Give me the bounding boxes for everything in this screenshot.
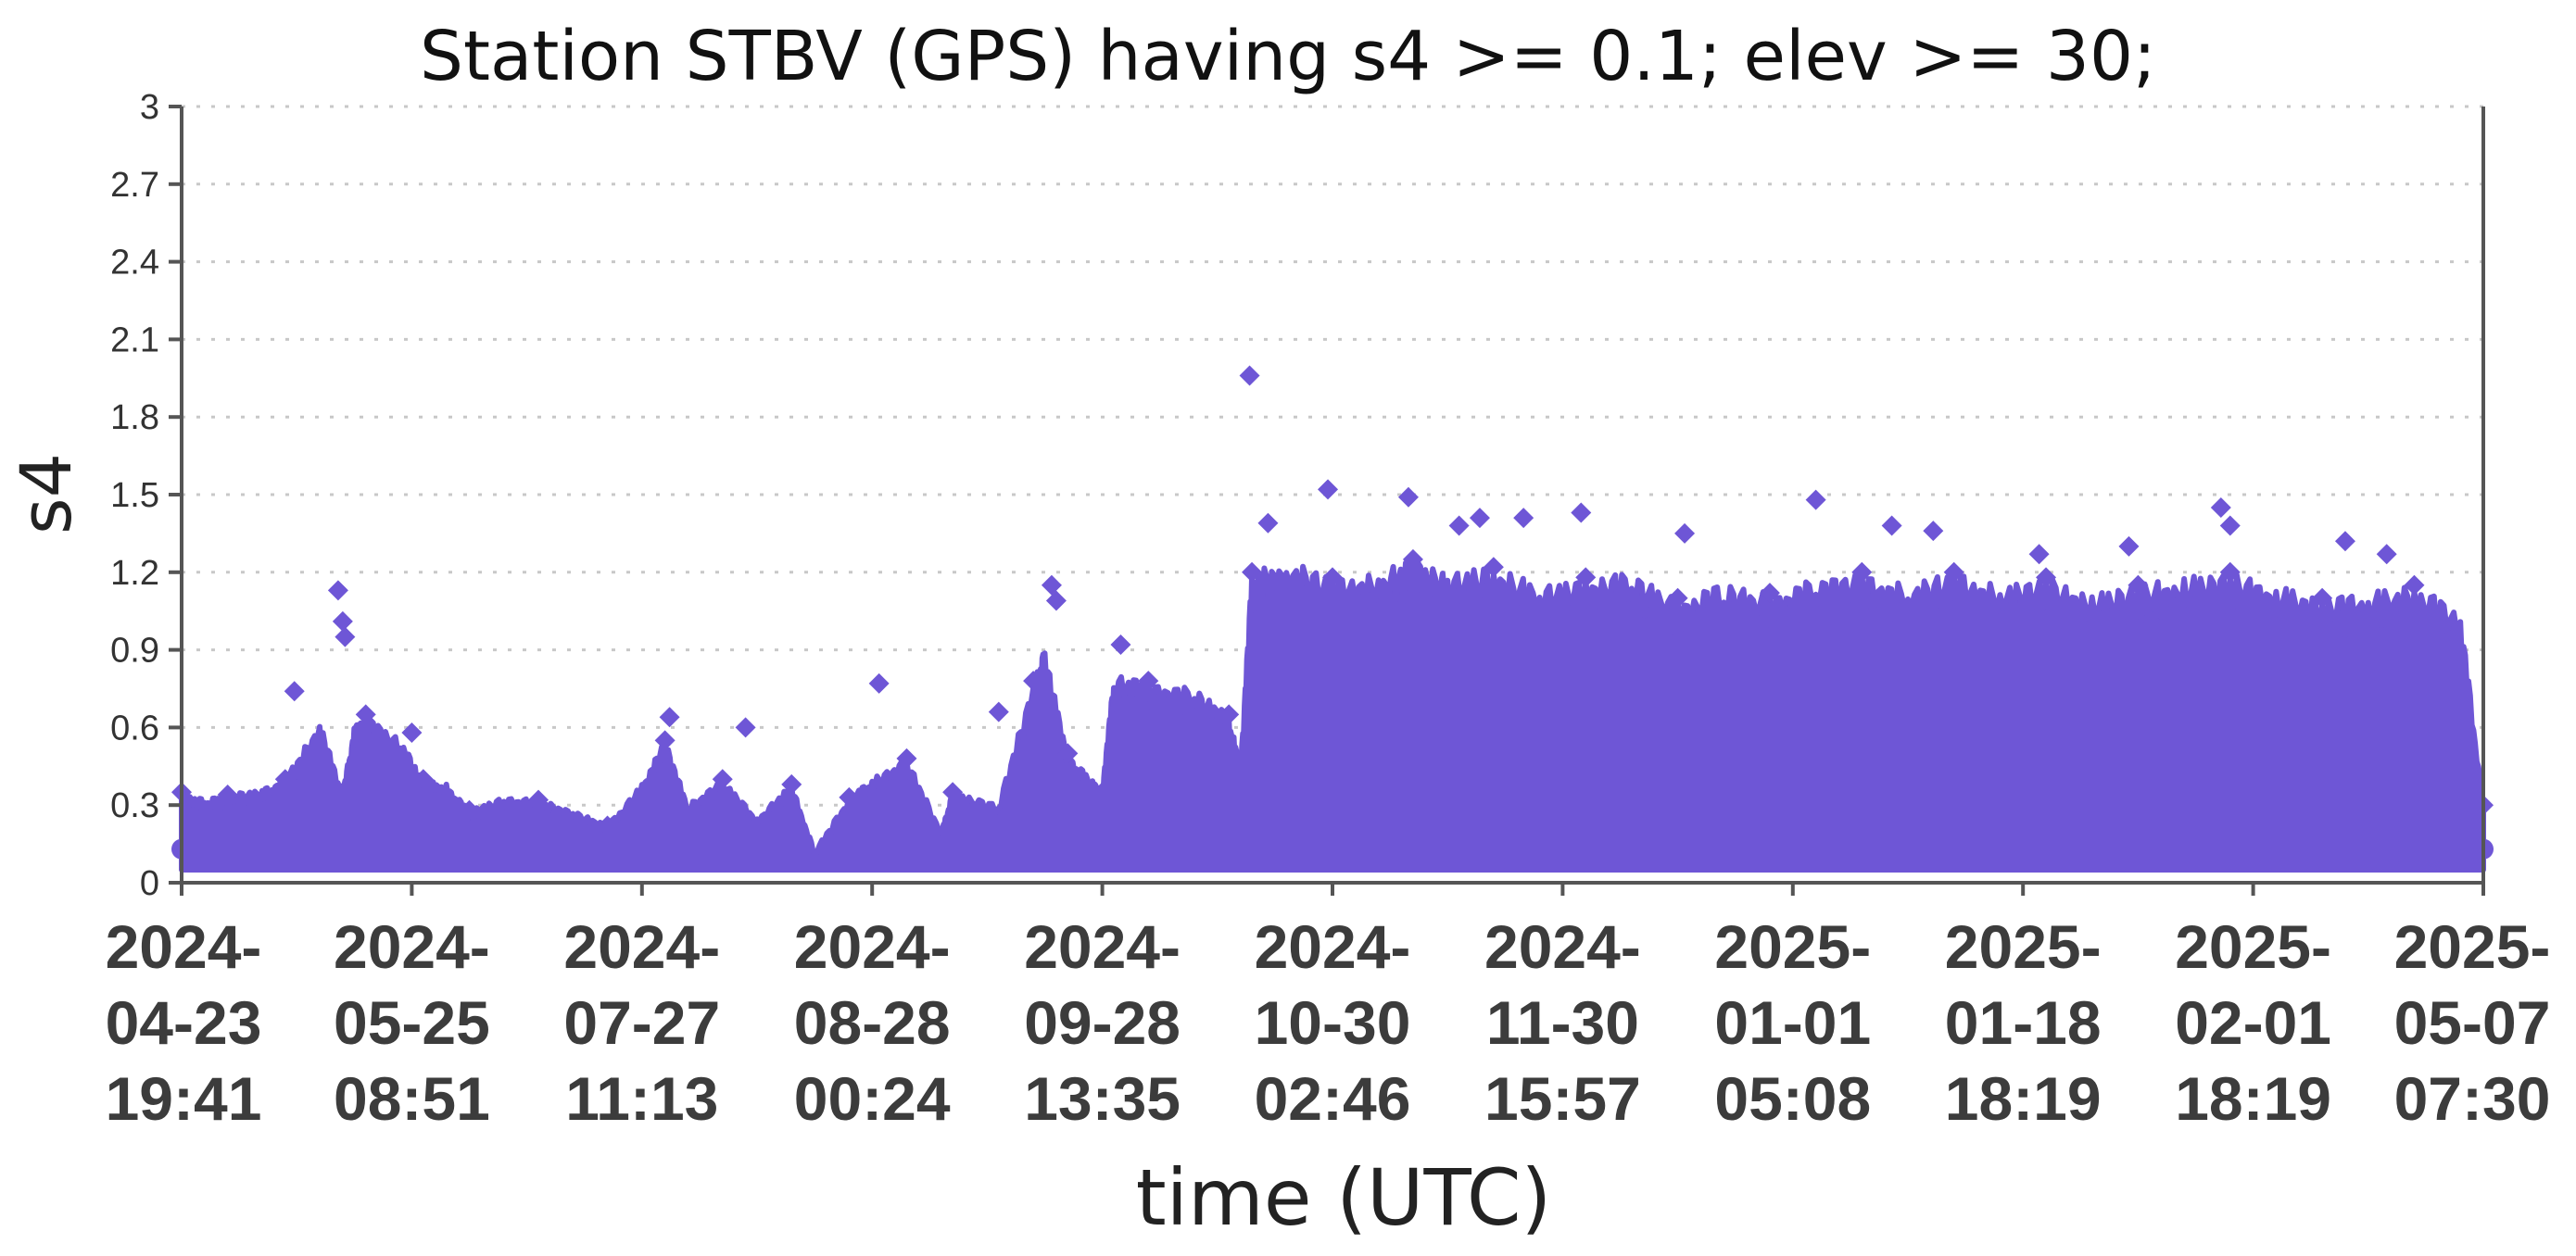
data-point-outlier	[1110, 634, 1131, 656]
x-tick-label: 2024-09-28 13:35	[1024, 912, 1181, 1133]
data-point	[2219, 561, 2241, 583]
x-tick-label: 2024-11-30 15:57	[1484, 912, 1641, 1133]
data-point	[2036, 567, 2057, 588]
data-point-outlier	[1513, 508, 1534, 529]
data-point	[1057, 743, 1079, 764]
y-tick-label: 0.3	[110, 786, 159, 825]
data-point	[1851, 561, 1873, 583]
data-point	[942, 782, 964, 803]
data-point	[1092, 782, 1113, 803]
data-point-outlier	[1397, 486, 1419, 508]
y-tick-label: 2.7	[110, 166, 159, 205]
y-tick-label: 2.4	[110, 244, 159, 283]
y-axis-ticks: 0 0.3 0.6 0.9 1.2 1.5 1.8 2.1 2.4 2.7 3	[110, 88, 182, 903]
data-point-outlier	[2334, 531, 2355, 552]
y-tick-label: 1.8	[110, 398, 159, 437]
data-point-outlier	[659, 707, 680, 728]
data-point	[597, 815, 618, 836]
y-tick-label: 0	[140, 864, 159, 903]
data-point-outlier	[2028, 544, 2050, 565]
y-tick-label: 0.6	[110, 709, 159, 747]
data-point	[274, 769, 296, 790]
data-point	[217, 785, 238, 806]
data-point-outlier	[401, 722, 423, 743]
data-point-outlier	[2118, 535, 2140, 557]
y-tick-label: 1.2	[110, 554, 159, 593]
y-tick-label: 3	[140, 88, 159, 127]
y-tick-label: 1.5	[110, 476, 159, 515]
data-point-outlier	[332, 610, 353, 632]
data-point	[2404, 574, 2425, 596]
data-point-outlier	[988, 701, 1009, 722]
y-axis-label: s4	[5, 453, 87, 534]
x-tick-label: 2024-07-27 11:13	[563, 912, 720, 1133]
data-point-outlier	[735, 717, 756, 738]
data-point-outlier	[1923, 521, 1944, 542]
data-point	[1138, 671, 1159, 692]
data-point-outlier	[1041, 574, 1062, 596]
data-point	[1402, 548, 1423, 570]
data-point-outlier	[1571, 502, 1592, 523]
data-point	[1667, 587, 1688, 609]
data-point-cloud	[179, 559, 2486, 873]
data-point	[781, 773, 802, 795]
data-point-outlier	[1239, 365, 1260, 386]
chart-title: Station STBV (GPS) having s4 >= 0.1; ele…	[420, 17, 2156, 96]
data-point-outlier	[2219, 515, 2241, 536]
x-tick-label: 2025-05-07 07:30	[2394, 912, 2551, 1133]
data-point	[412, 769, 434, 790]
data-point-outlier	[1318, 479, 1339, 500]
x-tick-label: 2025-02-01 18:19	[2175, 912, 2331, 1133]
x-tick-label: 2025-01-01 05:08	[1714, 912, 1871, 1133]
x-axis-ticks: 2024-04-23 19:41 2024-05-25 08:51 2024-07-27…	[106, 883, 2551, 1133]
data-point-outlier	[1257, 512, 1279, 534]
data-point	[355, 704, 376, 725]
data-point-outlier	[1805, 489, 1826, 510]
data-point-outlier	[335, 626, 356, 647]
data-point	[1575, 567, 1597, 588]
x-tick-label: 2024-04-23 19:41	[106, 912, 262, 1133]
data-point	[332, 782, 353, 803]
data-point	[528, 789, 549, 810]
data-point	[2128, 574, 2149, 596]
data-point	[459, 799, 480, 821]
data-point-outlier	[1881, 515, 1902, 536]
data-point-outlier	[1674, 522, 1696, 544]
data-point-outlier	[2210, 496, 2231, 518]
data-point	[654, 730, 676, 751]
data-point-outlier	[1045, 590, 1067, 611]
x-axis-label: time (UTC)	[1136, 1152, 1552, 1243]
x-tick-label: 2024-05-25 08:51	[334, 912, 490, 1133]
data-point	[2312, 587, 2333, 609]
data-point	[1023, 671, 1044, 692]
data-point	[896, 747, 917, 769]
data-point-outlier	[327, 580, 348, 601]
x-tick-label: 2024-08-28 00:24	[794, 912, 951, 1133]
data-point	[712, 769, 733, 790]
data-point	[1759, 583, 1780, 604]
data-point-outlier	[284, 681, 305, 702]
data-point	[1483, 557, 1504, 578]
data-points	[171, 365, 2494, 873]
x-tick-label: 2024-10-30 02:46	[1255, 912, 1411, 1133]
data-point	[1322, 567, 1343, 588]
x-tick-label: 2025-01-18 18:19	[1945, 912, 2102, 1133]
data-point-outlier	[1469, 508, 1490, 529]
data-point	[1943, 561, 1964, 583]
data-point	[1242, 561, 1263, 583]
data-point	[1219, 704, 1240, 725]
data-point-outlier	[2376, 544, 2397, 565]
data-point-outlier	[868, 672, 890, 694]
data-point-outlier	[1448, 515, 1470, 536]
y-tick-label: 0.9	[110, 632, 159, 671]
y-tick-label: 2.1	[110, 320, 159, 359]
data-point	[839, 786, 860, 808]
